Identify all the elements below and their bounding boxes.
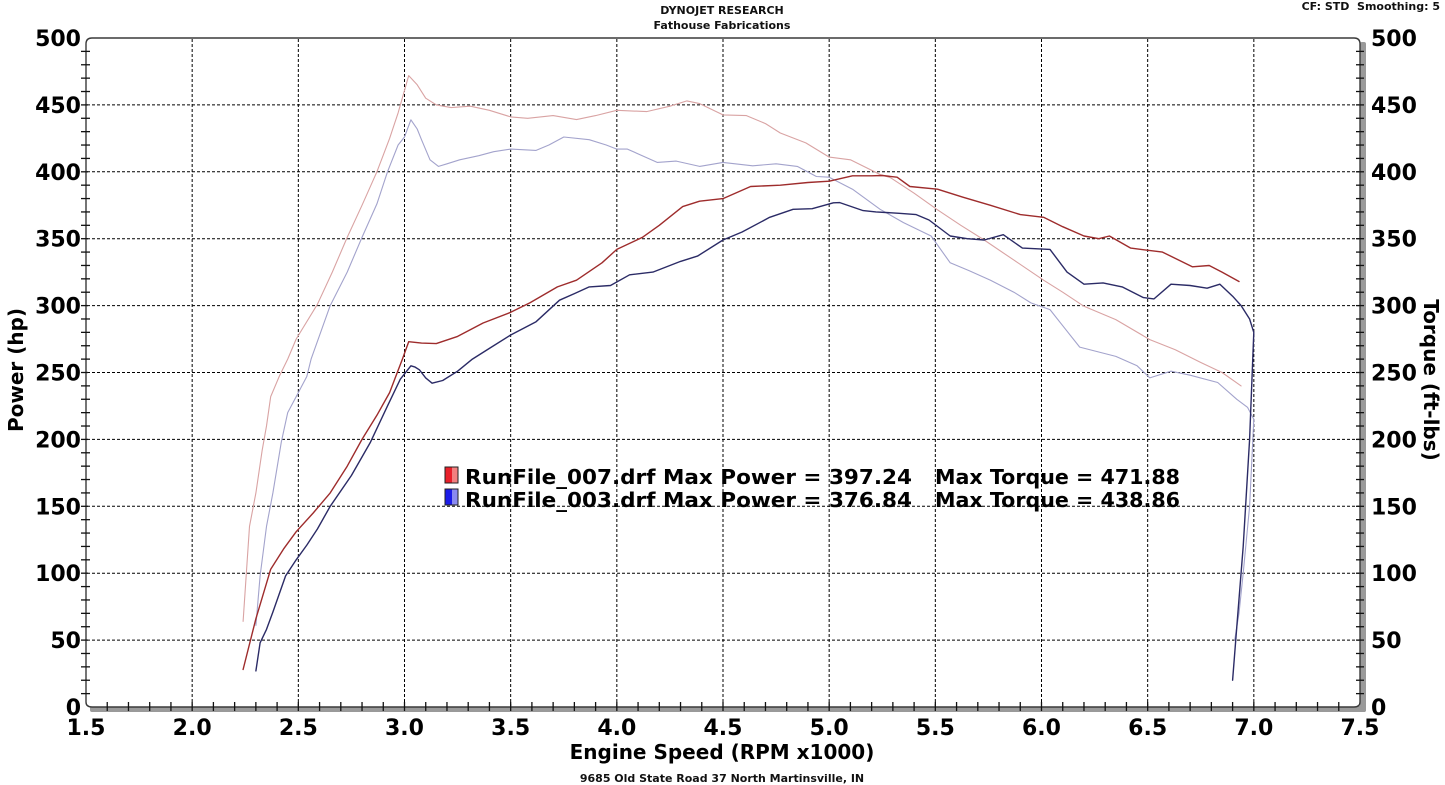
shop-address: 9685 Old State Road 37 North Martinsvill… xyxy=(580,772,864,785)
y-left-tick-label: 0 xyxy=(66,696,81,721)
y-left-tick-label: 300 xyxy=(35,295,81,320)
legend-max-torque-007: Max Torque = 471.88 xyxy=(935,465,1180,489)
x-tick-label: 6.0 xyxy=(1022,716,1061,741)
x-axis-title: Engine Speed (RPM x1000) xyxy=(570,740,875,764)
chart-subtitle: Fathouse Fabrications xyxy=(654,19,791,32)
x-tick-label: 5.0 xyxy=(810,716,849,741)
y-right-tick-label: 350 xyxy=(1371,228,1417,253)
x-tick-label: 1.5 xyxy=(67,716,106,741)
y-right-tick-label: 0 xyxy=(1371,696,1386,721)
x-axis-tick-labels: 1.5 2.0 2.5 3.0 3.5 4.0 4.5 5.0 5.5 6.0 6.5 7.0 7.5 xyxy=(67,716,1380,741)
x-tick-label: 2.5 xyxy=(279,716,318,741)
x-tick-label: 4.0 xyxy=(597,716,636,741)
y-left-tick-label: 100 xyxy=(35,562,81,587)
x-tick-label: 3.0 xyxy=(385,716,424,741)
data-series xyxy=(242,75,1255,681)
gridlines xyxy=(87,39,1359,706)
x-tick-label: 5.5 xyxy=(916,716,955,741)
swatch-border xyxy=(444,466,459,484)
y-left-tick-labels: 0 50 100 150 200 250 300 350 400 450 500 xyxy=(35,27,81,721)
y-left-tick-label: 150 xyxy=(35,495,81,520)
axis-ticks xyxy=(81,50,1364,711)
y-right-tick-label: 100 xyxy=(1371,562,1417,587)
settings-label: CF: STD Smoothing: 5 xyxy=(1302,0,1440,13)
series-runfile-003-drf-power xyxy=(255,201,1255,681)
y-left-tick-label: 200 xyxy=(35,428,81,453)
x-tick-label: 7.0 xyxy=(1234,716,1273,741)
chart-title: DYNOJET RESEARCH xyxy=(660,4,783,17)
swatch-border xyxy=(444,488,459,506)
legend-max-power-007: RunFile_007.drf Max Power = 397.24 xyxy=(465,465,912,489)
y-left-tick-label: 50 xyxy=(50,629,81,654)
x-tick-label: 6.5 xyxy=(1128,716,1167,741)
y-left-tick-label: 350 xyxy=(35,228,81,253)
legend-max-torque-003: Max Torque = 438.86 xyxy=(935,488,1180,512)
plot-area xyxy=(81,37,1366,712)
legend-swatch-blue-icon xyxy=(444,488,459,506)
x-tick-label: 2.0 xyxy=(173,716,212,741)
y-right-tick-label: 150 xyxy=(1371,495,1417,520)
swatch-light xyxy=(452,467,458,483)
legend-max-power-003: RunFile_003.drf Max Power = 376.84 xyxy=(465,488,912,512)
y-right-tick-label: 50 xyxy=(1371,629,1402,654)
y-left-tick-label: 400 xyxy=(35,161,81,186)
legend-item-runfile-003: RunFile_003.drf Max Power = 376.84 Max T… xyxy=(444,488,1180,512)
y-right-tick-label: 200 xyxy=(1371,428,1417,453)
series-runfile-003-drf-torque xyxy=(255,119,1255,641)
y-right-tick-label: 400 xyxy=(1371,161,1417,186)
swatch-light xyxy=(452,489,458,505)
y-right-tick-label: 300 xyxy=(1371,295,1417,320)
x-tick-label: 7.5 xyxy=(1341,716,1380,741)
y-left-axis-title: Power (hp) xyxy=(4,308,28,432)
series-runfile-007-drf-torque xyxy=(242,75,1242,622)
series-runfile-007-drf-power xyxy=(242,174,1240,671)
y-left-tick-label: 500 xyxy=(35,27,81,52)
swatch-dark xyxy=(445,467,452,483)
y-right-tick-label: 450 xyxy=(1371,94,1417,119)
frame-shadow-right xyxy=(1360,42,1366,712)
x-tick-label: 3.5 xyxy=(491,716,530,741)
y-right-tick-label: 250 xyxy=(1371,362,1417,387)
legend: RunFile_007.drf Max Power = 397.24 Max T… xyxy=(444,465,1180,512)
swatch-dark xyxy=(445,489,452,505)
y-right-axis-title: Torque (ft-lbs) xyxy=(1419,299,1443,461)
y-left-tick-label: 450 xyxy=(35,94,81,119)
legend-swatch-red-icon xyxy=(444,466,459,484)
x-tick-label: 4.5 xyxy=(704,716,743,741)
y-right-tick-label: 500 xyxy=(1371,27,1417,52)
y-right-tick-labels: 0 50 100 150 200 250 300 350 400 450 500 xyxy=(1371,27,1417,721)
y-left-tick-label: 250 xyxy=(35,362,81,387)
legend-item-runfile-007: RunFile_007.drf Max Power = 397.24 Max T… xyxy=(444,465,1180,489)
